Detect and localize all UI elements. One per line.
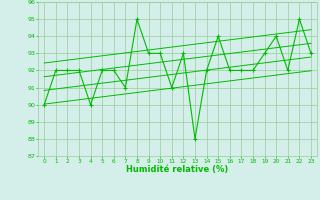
X-axis label: Humidité relative (%): Humidité relative (%): [126, 165, 229, 174]
